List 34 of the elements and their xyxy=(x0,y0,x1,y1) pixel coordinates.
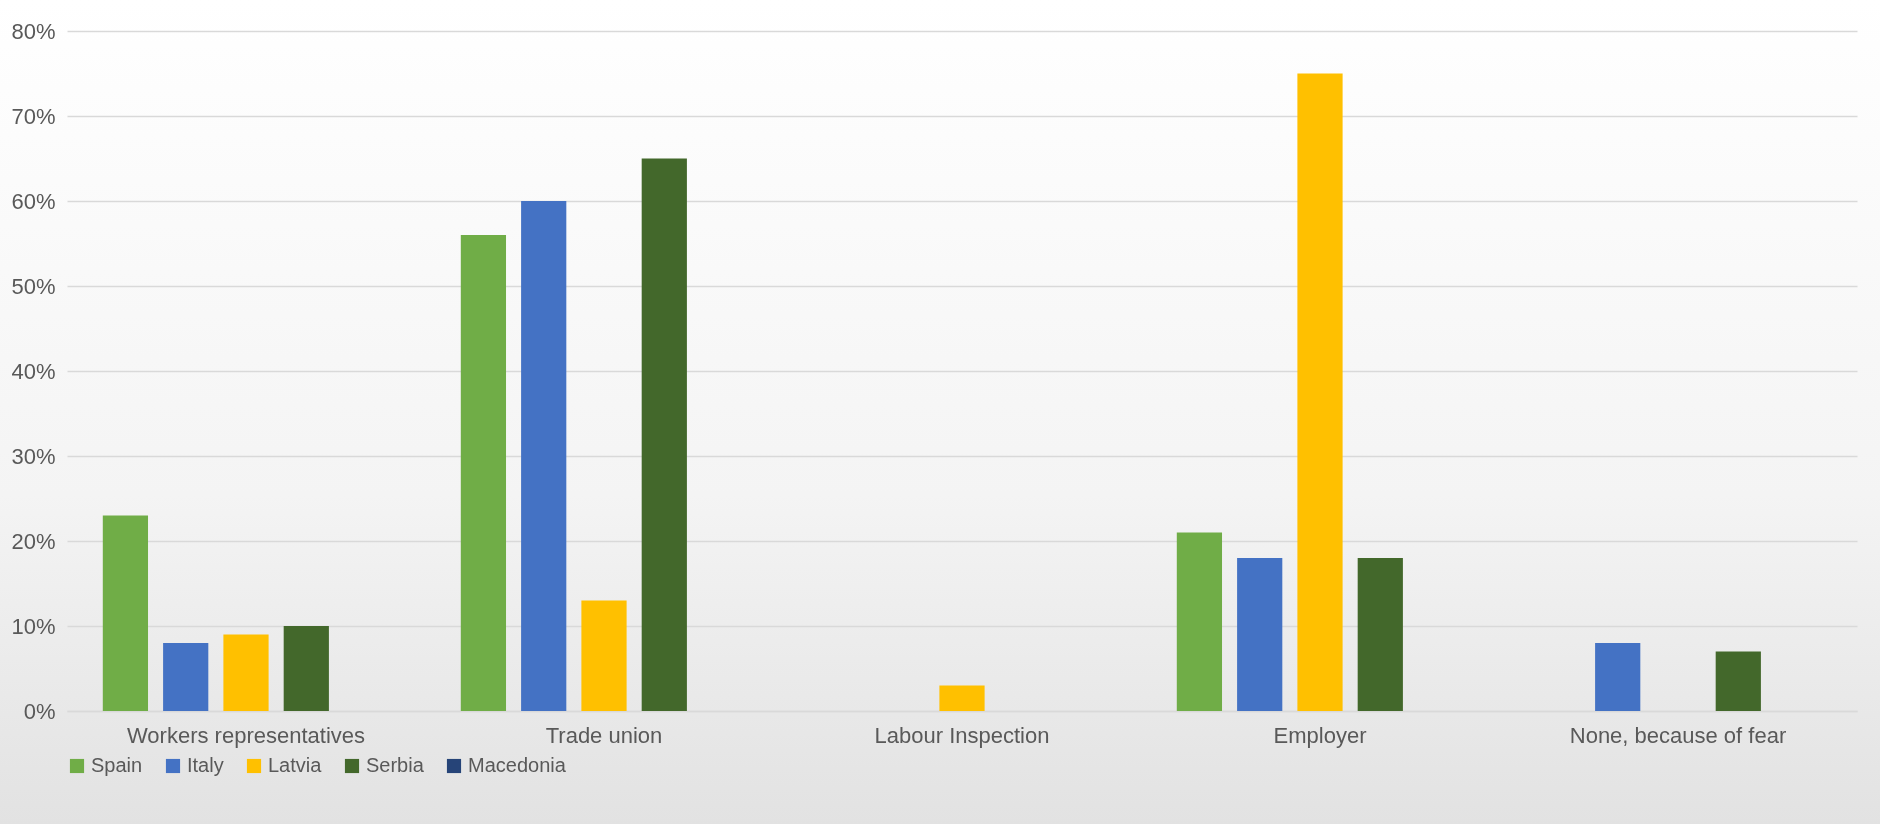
x-tick-label: Trade union xyxy=(545,722,663,748)
y-tick-label: 40% xyxy=(11,358,56,384)
bar xyxy=(939,685,985,711)
legend-label: Serbia xyxy=(366,754,425,776)
bar xyxy=(1176,532,1223,711)
y-tick-label: 10% xyxy=(11,613,56,639)
bar xyxy=(1595,643,1641,711)
bar xyxy=(521,201,567,711)
y-tick-label: 50% xyxy=(11,273,56,299)
legend-label: Latvia xyxy=(268,754,323,776)
x-tick-label: Employer xyxy=(1273,722,1367,748)
legend-label: Italy xyxy=(187,754,224,776)
bar xyxy=(1297,73,1343,711)
bar xyxy=(1357,558,1403,711)
bar xyxy=(102,515,149,711)
bar xyxy=(283,626,329,711)
bar xyxy=(460,235,507,711)
x-tick-label: Labour Inspection xyxy=(874,722,1050,748)
y-tick-label: 60% xyxy=(11,188,56,214)
bar xyxy=(1237,558,1283,711)
y-tick-label: 0% xyxy=(23,698,56,724)
y-tick-label: 80% xyxy=(11,18,56,44)
bar xyxy=(641,158,687,711)
x-tick-label: Workers representatives xyxy=(126,722,366,748)
bar xyxy=(163,643,209,711)
y-tick-label: 70% xyxy=(11,103,56,129)
legend-label: Spain xyxy=(91,754,143,776)
bar xyxy=(581,600,627,711)
bar xyxy=(223,634,269,711)
y-tick-label: 30% xyxy=(11,443,56,469)
legend-label: Macedonia xyxy=(468,754,567,776)
x-tick-label: None, because of fear xyxy=(1569,722,1787,748)
bar xyxy=(1715,651,1761,711)
y-tick-label: 20% xyxy=(11,528,56,554)
